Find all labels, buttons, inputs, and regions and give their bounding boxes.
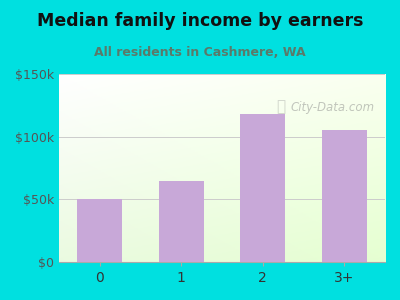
Bar bbox=[240, 114, 285, 262]
Text: Median family income by earners: Median family income by earners bbox=[37, 12, 363, 30]
Text: City-Data.com: City-Data.com bbox=[290, 101, 374, 114]
Bar bbox=[77, 199, 122, 262]
Bar bbox=[159, 181, 204, 262]
Text: All residents in Cashmere, WA: All residents in Cashmere, WA bbox=[94, 46, 306, 59]
Text: ⓘ: ⓘ bbox=[276, 99, 285, 114]
Bar bbox=[322, 130, 367, 262]
